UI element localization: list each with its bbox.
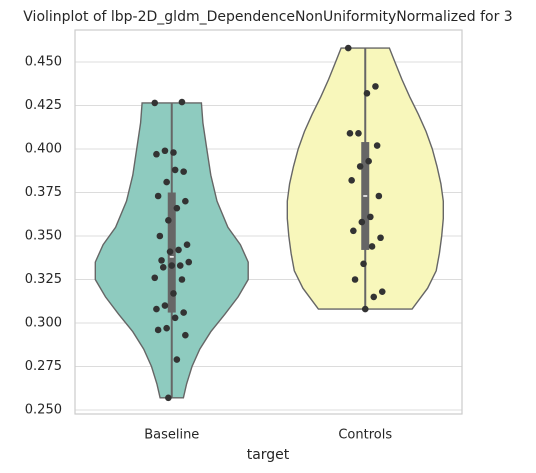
x-tick-label: Controls	[338, 428, 392, 443]
strip-point	[348, 177, 355, 184]
strip-point	[163, 324, 170, 332]
strip-point	[156, 232, 164, 240]
strip-point	[170, 149, 177, 156]
strip-point	[178, 98, 186, 106]
y-tick-label: 0.275	[25, 359, 62, 374]
strip-point	[180, 309, 187, 316]
chart-title: Violinplot of lbp-2D_gldm_DependenceNonU…	[23, 9, 512, 25]
strip-point	[363, 90, 371, 97]
strip-point	[182, 197, 189, 205]
strip-point	[151, 274, 159, 282]
strip-point	[356, 163, 364, 170]
y-tick-label: 0.325	[25, 272, 62, 287]
strip-point	[183, 241, 191, 249]
strip-point	[180, 168, 187, 175]
y-tick-label: 0.450	[25, 55, 62, 70]
strip-point	[151, 99, 159, 107]
y-tick-label: 0.250	[25, 402, 62, 417]
strip-point	[153, 305, 160, 313]
x-tick-label: Baseline	[144, 428, 199, 443]
strip-point	[173, 204, 181, 212]
strip-point	[355, 130, 362, 137]
strip-point	[158, 257, 165, 264]
strip-point	[372, 83, 379, 90]
strip-point	[175, 246, 182, 254]
strip-point	[163, 178, 170, 186]
y-tick-label: 0.425	[25, 98, 62, 113]
strip-point	[161, 147, 169, 155]
strip-point	[361, 305, 369, 313]
strip-point	[360, 260, 367, 268]
strip-point	[171, 166, 179, 174]
strip-point	[176, 262, 184, 269]
strip-point	[154, 326, 162, 334]
strip-point	[159, 264, 167, 271]
strip-point	[153, 150, 160, 158]
plot-frame	[74, 29, 463, 415]
strip-point	[178, 276, 186, 283]
strip-point	[370, 293, 378, 301]
strip-point	[351, 276, 359, 283]
strip-point	[368, 243, 376, 250]
strip-point	[185, 258, 193, 266]
strip-point	[375, 192, 383, 200]
y-tick-label: 0.375	[25, 185, 62, 200]
strip-point	[161, 302, 169, 309]
y-tick-label: 0.300	[25, 316, 62, 331]
strip-point	[377, 234, 384, 242]
strip-point	[358, 218, 366, 226]
y-tick-label: 0.400	[25, 142, 62, 157]
strip-point	[165, 394, 172, 402]
strip-point	[170, 290, 177, 297]
strip-point	[168, 262, 176, 269]
strip-point	[182, 331, 189, 339]
strip-point	[165, 217, 172, 224]
strip-point	[378, 288, 386, 295]
strip-point	[154, 192, 162, 200]
strip-point	[365, 157, 372, 165]
strip-point	[350, 227, 357, 235]
strip-point	[166, 248, 174, 255]
x-axis-label: target	[247, 447, 290, 463]
strip-point	[344, 44, 352, 52]
strip-point	[346, 130, 354, 137]
y-tick-label: 0.350	[25, 229, 62, 244]
strip-point	[171, 314, 179, 322]
strip-point	[373, 142, 381, 149]
strip-point	[367, 213, 374, 221]
strip-point	[173, 356, 181, 363]
